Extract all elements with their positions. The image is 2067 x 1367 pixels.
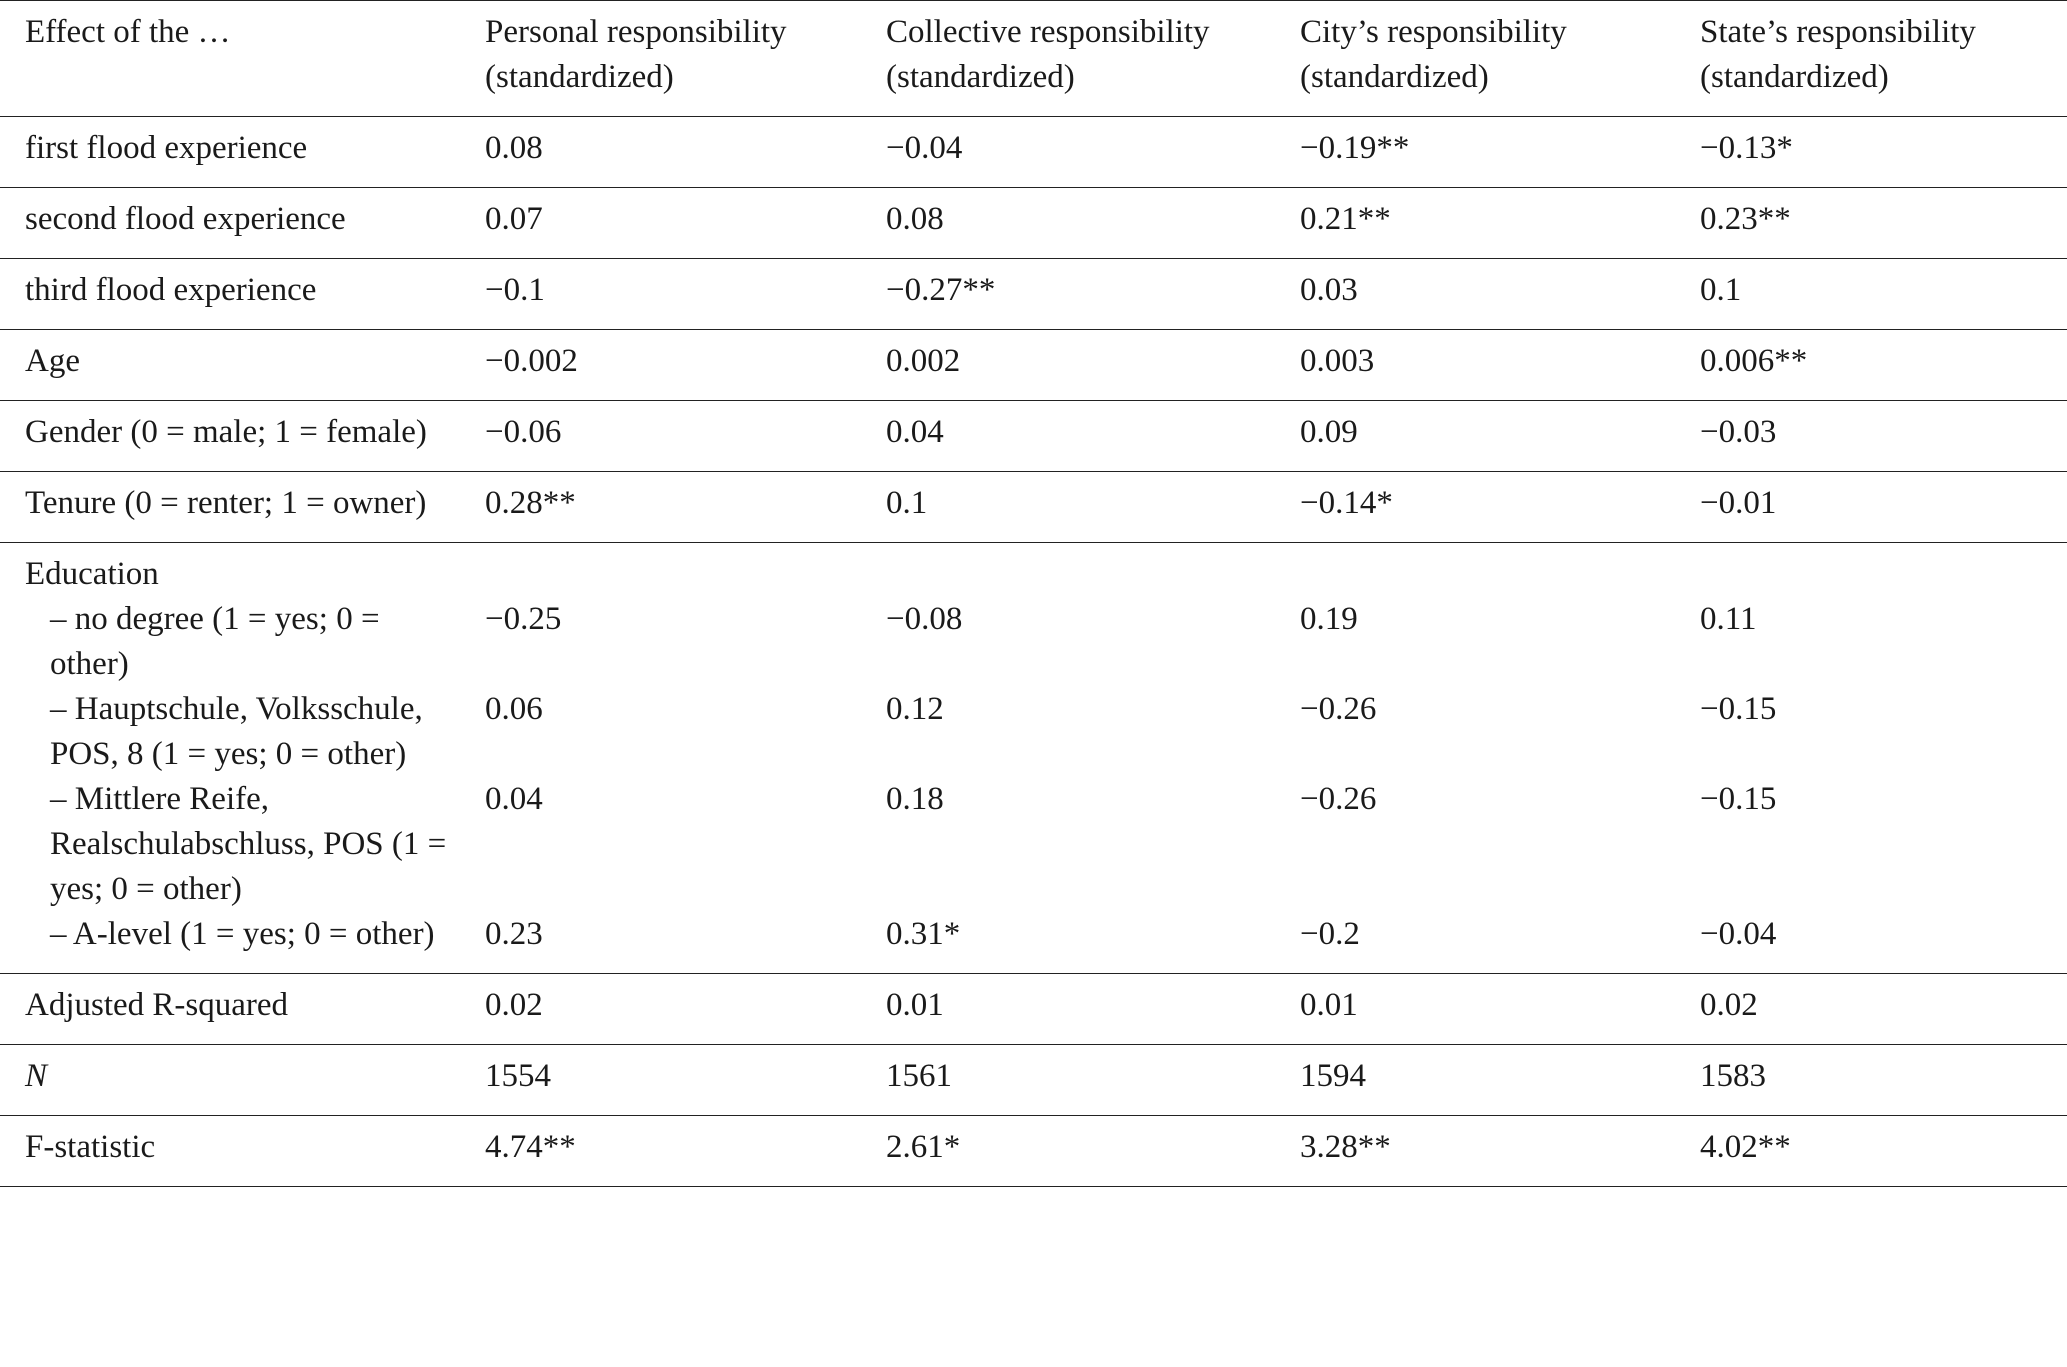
- header-cell: Collective responsibility (standardized): [886, 14, 1210, 95]
- value-cell: 0.21**: [1275, 187, 1675, 259]
- value-cell: −0.03: [1675, 400, 2067, 472]
- header-cell: Effect of the …: [25, 14, 231, 50]
- value-cell: −0.27**: [861, 258, 1275, 330]
- value-cell: −0.002: [460, 329, 861, 401]
- row-label: Gender (0 = male; 1 = female): [0, 400, 460, 472]
- data-row: second flood experience 0.07 0.08 0.21** 0.2…: [0, 187, 2067, 259]
- value-cell: 0.18: [886, 781, 944, 817]
- row-label: N: [0, 1044, 460, 1116]
- value-cell: 4.74**: [460, 1115, 861, 1187]
- value-cell: 0.07: [460, 187, 861, 259]
- value-cell: 0.08: [861, 187, 1275, 259]
- value-cell: 0.002: [861, 329, 1275, 401]
- empty-cell: [1275, 542, 1675, 597]
- value-cell: 1561: [861, 1044, 1275, 1116]
- empty-cell: [460, 542, 861, 597]
- header-row: Effect of the … Personal responsibility (…: [0, 1, 2067, 117]
- value-cell: 0.31*: [886, 916, 961, 952]
- data-row: Age −0.002 0.002 0.003 0.006**: [0, 329, 2067, 401]
- value-cell: 0.01: [861, 973, 1275, 1045]
- row-label: Age: [0, 329, 460, 401]
- header-cell: State’s responsibility (standardized): [1700, 14, 1976, 95]
- value-cell: 1554: [460, 1044, 861, 1116]
- value-cell: −0.06: [460, 400, 861, 472]
- row-label: Education: [0, 542, 460, 597]
- value-cell: 0.04: [861, 400, 1275, 472]
- row-label: third flood experience: [0, 258, 460, 330]
- value-cell: 0.12: [886, 691, 944, 727]
- value-cell: 3.28**: [1275, 1115, 1675, 1187]
- value-cell: −0.14*: [1275, 471, 1675, 543]
- value-cell: −0.25: [485, 601, 562, 637]
- value-cell: −0.15: [1700, 781, 1777, 817]
- sub-row: – Hauptschule, Volksschule, POS, 8 (1 = …: [0, 687, 2067, 777]
- header-cell: Personal responsibility (standardized): [485, 14, 787, 95]
- value-cell: 0.1: [1675, 258, 2067, 330]
- data-row: Tenure (0 = renter; 1 = owner) 0.28** 0.1−…: [0, 471, 2067, 543]
- row-label: F-statistic: [0, 1115, 460, 1187]
- row-label: – Mittlere Reife, Realschulabschluss, PO…: [50, 781, 447, 907]
- value-cell: −0.15: [1700, 691, 1777, 727]
- value-cell: −0.04: [861, 116, 1275, 188]
- value-cell: 0.03: [1275, 258, 1675, 330]
- value-cell: 0.08: [460, 116, 861, 188]
- value-cell: 0.02: [460, 973, 861, 1045]
- value-cell: 1583: [1675, 1044, 2067, 1116]
- value-cell: 0.23**: [1675, 187, 2067, 259]
- data-row: Gender (0 = male; 1 = female) −0.06 0.04 0.…: [0, 400, 2067, 472]
- value-cell: 1594: [1275, 1044, 1675, 1116]
- value-cell: 0.006**: [1675, 329, 2067, 401]
- data-row: N 1554 1561 1594 1583: [0, 1044, 2067, 1116]
- group-row: Education: [0, 542, 2067, 597]
- value-cell: −0.04: [1700, 916, 1777, 952]
- table-body: first flood experience 0.08 −0.04 −0.19** −0…: [0, 116, 2067, 1187]
- data-row: F-statistic 4.74** 2.61* 3.28** 4.02**: [0, 1115, 2067, 1187]
- sub-row: – Mittlere Reife, Realschulabschluss, PO…: [0, 777, 2067, 912]
- empty-cell: [1675, 542, 2067, 597]
- data-row: first flood experience 0.08 −0.04 −0.19** −0…: [0, 116, 2067, 188]
- row-label: – A-level (1 = yes; 0 = other): [50, 916, 435, 952]
- value-cell: 0.003: [1275, 329, 1675, 401]
- value-cell: 0.04: [485, 781, 543, 817]
- row-label: – Hauptschule, Volksschule, POS, 8 (1 = …: [50, 691, 423, 772]
- value-cell: −0.08: [886, 601, 963, 637]
- value-cell: −0.26: [1300, 691, 1377, 727]
- row-label: Tenure (0 = renter; 1 = owner): [0, 471, 460, 543]
- sub-row: – A-level (1 = yes; 0 = other) 0.23 0.31* −…: [0, 912, 2067, 974]
- row-label: Adjusted R-squared: [0, 973, 460, 1045]
- value-cell: 0.02: [1675, 973, 2067, 1045]
- value-cell: 0.1: [861, 471, 1275, 543]
- value-cell: 0.19: [1300, 601, 1358, 637]
- row-label: – no degree (1 = yes; 0 = other): [50, 601, 380, 682]
- value-cell: −0.01: [1675, 471, 2067, 543]
- value-cell: −0.19**: [1275, 116, 1675, 188]
- value-cell: −0.1: [460, 258, 861, 330]
- data-row: third flood experience −0.1 −0.27** 0.03 0.1: [0, 258, 2067, 330]
- results-table: Effect of the … Personal responsibility (…: [0, 0, 2067, 1187]
- value-cell: 4.02**: [1675, 1115, 2067, 1187]
- empty-cell: [861, 542, 1275, 597]
- value-cell: 0.06: [485, 691, 543, 727]
- value-cell: −0.26: [1300, 781, 1377, 817]
- value-cell: 0.23: [485, 916, 543, 952]
- value-cell: 0.09: [1275, 400, 1675, 472]
- value-cell: −0.2: [1300, 916, 1360, 952]
- header-cell: City’s responsibility (standardized): [1300, 14, 1567, 95]
- row-label: first flood experience: [0, 116, 460, 188]
- value-cell: 0.28**: [460, 471, 861, 543]
- row-label: second flood experience: [0, 187, 460, 259]
- value-cell: 0.11: [1700, 601, 1757, 637]
- data-row: Adjusted R-squared 0.02 0.01 0.01 0.02: [0, 973, 2067, 1045]
- value-cell: −0.13*: [1675, 116, 2067, 188]
- sub-row: – no degree (1 = yes; 0 = other) −0.25 −0.…: [0, 597, 2067, 687]
- value-cell: 2.61*: [861, 1115, 1275, 1187]
- value-cell: 0.01: [1275, 973, 1675, 1045]
